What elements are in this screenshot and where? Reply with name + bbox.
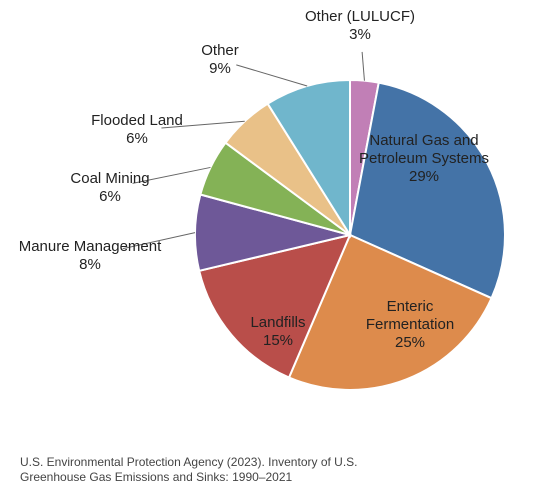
- leader-line: [362, 52, 364, 81]
- pie-slice-label: Coal Mining 6%: [60, 170, 160, 206]
- pie-slice-label: Other 9%: [190, 42, 250, 78]
- pie-slice-label: Natural Gas and Petroleum Systems 29%: [344, 132, 504, 186]
- chart-source-footer: U.S. Environmental Protection Agency (20…: [20, 455, 358, 486]
- pie-slice-label: Flooded Land 6%: [82, 112, 192, 148]
- pie-slice-label: Enteric Fermentation 25%: [350, 298, 470, 352]
- pie-slice-label: Manure Management 8%: [5, 238, 175, 274]
- pie-chart-container: U.S. Environmental Protection Agency (20…: [0, 0, 550, 500]
- pie-slice-label: Landfills 15%: [238, 314, 318, 350]
- pie-slice-label: Other (LULUCF) 3%: [300, 8, 420, 44]
